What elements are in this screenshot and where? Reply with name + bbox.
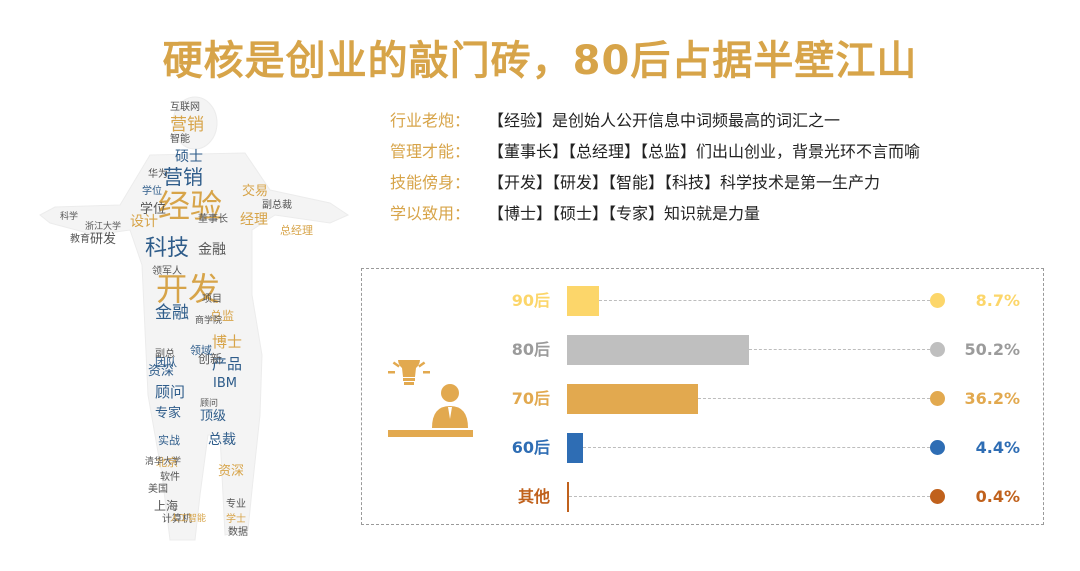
word-cloud-term: 营销 xyxy=(170,115,204,135)
insight-text: 【董事长】【总经理】【总监】们出山创业，背景光环不言而喻 xyxy=(488,142,921,161)
word-cloud-term: 经验 xyxy=(158,187,223,225)
word-cloud-term: 浙江大学 xyxy=(85,222,122,232)
word-cloud-term: 营销 xyxy=(163,165,203,189)
value-label: 36.2% xyxy=(964,389,1020,408)
marker-dot xyxy=(930,342,945,357)
value-label: 0.4% xyxy=(975,487,1020,506)
word-cloud: 营销 硕士 营销 经验 科技 金融 开发 金融 博士 产品 IBM 顾问 专家 总裁 资深 设计 研发 学位 经理交… xyxy=(30,95,350,545)
word-cloud-term: 交易 xyxy=(242,184,269,199)
word-cloud-term: 实战 xyxy=(158,434,180,447)
word-cloud-term: 专家 xyxy=(155,406,182,421)
word-cloud-term: 人工智能 xyxy=(170,514,207,524)
value-label: 4.4% xyxy=(975,438,1020,457)
word-cloud-term: 项目 xyxy=(202,294,222,305)
word-cloud-term: 领军人 xyxy=(152,266,182,277)
word-cloud-term: 顾问 xyxy=(155,383,186,401)
bar xyxy=(567,286,599,316)
word-cloud-term: IBM xyxy=(213,376,237,391)
word-cloud-term: 副总裁 xyxy=(262,200,292,211)
category-label: 70后 xyxy=(511,389,550,408)
insight-item: 管理才能： 【董事长】【总经理】【总监】们出山创业，背景光环不言而喻 xyxy=(390,141,920,172)
word-cloud-term: 商学院 xyxy=(195,316,223,326)
value-label: 50.2% xyxy=(964,340,1020,359)
insight-label: 学以致用： xyxy=(390,204,471,223)
marker-dot xyxy=(930,391,945,406)
leader-line xyxy=(749,349,930,350)
insight-item: 行业老炮： 【经验】是创始人公开信息中词频最高的词汇之一 xyxy=(390,110,920,141)
insight-text: 【开发】【研发】【智能】【科技】科学技术是第一生产力 xyxy=(488,173,881,192)
word-cloud-term: 上海 xyxy=(154,499,179,513)
word-cloud-term: 资深 xyxy=(218,464,245,479)
category-label: 其他 xyxy=(517,487,550,506)
word-cloud-term: 设计 xyxy=(130,214,158,230)
marker-dot xyxy=(930,440,945,455)
word-cloud-term: 硕士 xyxy=(175,149,203,165)
insight-item: 技能傍身： 【开发】【研发】【智能】【科技】科学技术是第一生产力 xyxy=(390,172,920,203)
word-cloud-term: 学位 xyxy=(142,186,162,197)
word-cloud-term: 北京 xyxy=(156,456,178,469)
word-cloud-term: 顾问 xyxy=(200,399,219,409)
word-cloud-term: 软件 xyxy=(160,472,180,483)
word-cloud-term: 创新 xyxy=(198,352,223,366)
word-cloud-term: 学位 xyxy=(140,202,167,217)
word-cloud-term: 副总 xyxy=(155,349,175,360)
page-title: 硬核是创业的敲门砖，80后占据半壁江山 xyxy=(162,38,918,84)
word-cloud-term: 开发 xyxy=(156,270,221,308)
insight-list: 行业老炮： 【经验】是创始人公开信息中词频最高的词汇之一 管理才能： 【董事长】【总… xyxy=(390,110,920,234)
insight-item: 学以致用： 【博士】【硕士】【专家】知识就是力量 xyxy=(390,203,920,234)
word-cloud-term: 经理 xyxy=(240,212,268,228)
word-cloud-term: 智能 xyxy=(170,134,190,145)
bar-row: 70后 36.2% xyxy=(0,384,1080,414)
marker-dot xyxy=(930,489,945,504)
marker-dot xyxy=(930,293,945,308)
insight-text: 【博士】【硕士】【专家】知识就是力量 xyxy=(488,204,761,223)
word-cloud-term: 科技 xyxy=(145,236,190,261)
word-cloud-term: 计算机 xyxy=(162,514,192,525)
category-label: 90后 xyxy=(511,291,550,310)
leader-line xyxy=(569,496,930,497)
word-cloud-term: 互联网 xyxy=(170,102,200,113)
word-cloud-term: 领域 xyxy=(190,344,212,357)
word-cloud-term: 总经理 xyxy=(280,224,313,237)
word-cloud-term: 美国 xyxy=(148,484,168,495)
word-cloud-term: 团队 xyxy=(155,356,177,369)
word-cloud-term: 金融 xyxy=(198,242,226,258)
person-silhouette-icon xyxy=(39,96,350,541)
word-cloud-term: 研发 xyxy=(90,232,117,247)
leader-line xyxy=(598,300,930,301)
word-cloud-term: 博士 xyxy=(212,333,243,351)
bar-row: 60后 4.4% xyxy=(0,433,1080,463)
bar xyxy=(567,482,569,512)
word-cloud-term: 专业 xyxy=(226,499,246,510)
word-cloud-term: 产品 xyxy=(212,355,243,373)
leader-line xyxy=(582,447,930,448)
leader-line xyxy=(698,398,930,399)
word-cloud-term: 资深 xyxy=(148,364,175,379)
word-cloud-term: 学士 xyxy=(226,514,246,525)
word-cloud-term: 科学 xyxy=(60,212,79,222)
insight-label: 管理才能： xyxy=(390,142,471,161)
word-cloud-term: 清华大学 xyxy=(145,457,182,467)
insight-label: 技能傍身： xyxy=(390,173,471,192)
word-cloud-term: 顶级 xyxy=(200,409,227,424)
category-label: 60后 xyxy=(511,438,550,457)
age-chart-panel xyxy=(361,268,1044,525)
word-cloud-term: 总裁 xyxy=(208,432,236,448)
insight-text: 【经验】是创始人公开信息中词频最高的词汇之一 xyxy=(488,111,841,130)
word-cloud-term: 董事长 xyxy=(198,214,228,225)
bar xyxy=(567,335,750,365)
category-label: 80后 xyxy=(511,340,550,359)
word-cloud-term: 总监 xyxy=(210,309,235,323)
word-cloud-term: 教育 xyxy=(70,234,90,245)
word-cloud-term: 数据 xyxy=(228,527,248,538)
word-cloud-term: 金融 xyxy=(155,303,189,323)
bar-row: 其他 0.4% xyxy=(0,482,1080,512)
word-cloud-term: 华为 xyxy=(148,169,168,180)
bar xyxy=(567,384,699,414)
insight-label: 行业老炮： xyxy=(390,111,471,130)
bar-row: 90后 8.7% xyxy=(0,286,1080,316)
bar xyxy=(567,433,583,463)
bar-row: 80后 50.2% xyxy=(0,335,1080,365)
value-label: 8.7% xyxy=(975,291,1020,310)
